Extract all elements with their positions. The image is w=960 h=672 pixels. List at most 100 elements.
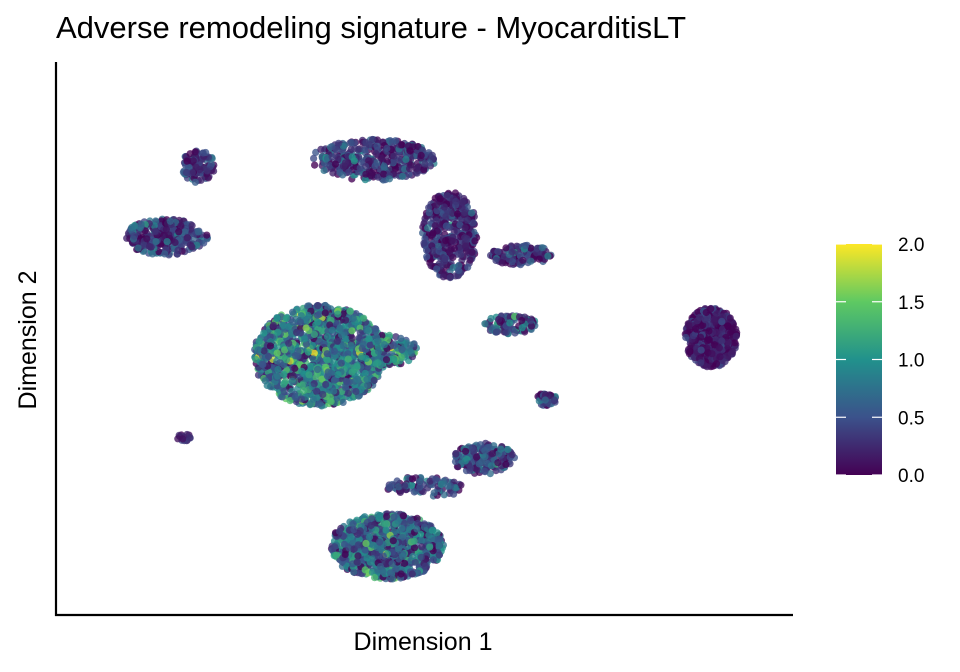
scatter-point	[323, 356, 331, 364]
scatter-point	[685, 322, 693, 330]
scatter-point	[420, 166, 428, 174]
scatter-point	[417, 553, 425, 561]
scatter-point	[473, 465, 481, 473]
scatter-point	[371, 574, 379, 582]
scatter-point	[302, 324, 310, 332]
scatter-point	[395, 483, 403, 491]
scatter-point	[723, 338, 731, 346]
scatter-point	[327, 398, 335, 406]
scatter-point	[452, 450, 460, 458]
scatter-point	[199, 149, 207, 157]
scatter-point	[362, 170, 370, 178]
scatter-point	[370, 376, 378, 384]
scatter-point	[457, 251, 465, 259]
scatter-point	[329, 169, 337, 177]
scatter-point	[282, 314, 290, 322]
colorbar-tick-label: 1.5	[898, 293, 924, 314]
scatter-point	[281, 346, 289, 354]
scatter-point	[296, 318, 304, 326]
scatter-point	[348, 139, 356, 147]
scatter-point	[347, 342, 355, 350]
scatter-point	[130, 232, 138, 240]
scatter-point	[385, 483, 393, 492]
scatter-point	[152, 238, 160, 246]
scatter-point	[397, 334, 405, 342]
scatter-point	[350, 526, 358, 534]
scatter-point	[369, 541, 377, 549]
scatter-point	[280, 380, 288, 388]
scatter-point	[402, 155, 410, 163]
scatter-point	[332, 551, 341, 559]
scatter-point	[313, 311, 322, 319]
scatter-point	[421, 160, 429, 168]
scatter-point	[189, 157, 197, 165]
scatter-point	[487, 462, 495, 470]
scatter-point	[380, 162, 388, 170]
scatter-point	[413, 525, 421, 533]
chart-title: Adverse remodeling signature - Myocardit…	[56, 10, 687, 45]
scatter-point	[374, 337, 382, 345]
scatter-point	[457, 481, 465, 489]
scatter-point	[266, 342, 274, 350]
colorbar-legend: 0.00.51.01.52.0	[836, 235, 924, 487]
scatter-point	[354, 146, 362, 154]
scatter-point	[324, 303, 332, 312]
scatter-point	[391, 164, 400, 173]
scatter-point	[508, 248, 516, 256]
scatter-point	[348, 368, 356, 376]
scatter-point	[386, 569, 395, 577]
scatter-point	[436, 535, 444, 543]
scatter-point	[388, 560, 396, 568]
scatter-point	[186, 434, 194, 442]
scatter-point	[292, 352, 300, 360]
scatter-point	[399, 552, 407, 560]
scatter-point	[339, 310, 347, 318]
scatter-point	[362, 162, 370, 170]
scatter-point	[708, 350, 716, 358]
scatter-point	[432, 201, 440, 209]
scatter-point	[420, 520, 428, 528]
scatter-point	[707, 305, 715, 313]
scatter-point	[455, 266, 463, 274]
scatter-point	[729, 347, 737, 356]
scatter-point	[703, 363, 711, 371]
scatter-point	[468, 444, 476, 452]
scatter-point	[310, 380, 318, 388]
scatter-point	[495, 316, 503, 324]
scatter-point	[459, 198, 467, 206]
scatter-point	[165, 231, 173, 239]
scatter-point	[286, 397, 294, 405]
scatter-point	[347, 533, 355, 541]
scatter-point	[366, 341, 374, 349]
scatter-point	[435, 551, 443, 559]
scatter-point	[367, 169, 376, 177]
scatter-point	[469, 219, 477, 227]
scatter-point	[492, 256, 500, 265]
scatter-point	[312, 148, 320, 156]
scatter-point	[143, 235, 151, 243]
scatter-point	[723, 352, 732, 360]
scatter-point	[344, 389, 352, 397]
scatter-point	[718, 337, 726, 345]
scatter-point	[298, 367, 306, 375]
scatter-point	[353, 362, 361, 370]
scatter-point	[333, 337, 341, 345]
scatter-point	[502, 244, 510, 252]
scatter-point	[148, 250, 157, 258]
scatter-point	[171, 238, 179, 247]
scatter-point	[314, 365, 322, 373]
scatter-point	[309, 342, 317, 350]
scatter-point	[331, 543, 339, 551]
scatter-point	[397, 354, 405, 362]
scatter-point	[433, 207, 441, 215]
scatter-point	[323, 333, 332, 341]
scatter-point	[323, 372, 332, 380]
scatter-point	[394, 545, 402, 553]
scatter-point	[449, 264, 457, 272]
scatter-point	[312, 373, 320, 381]
scatter-point	[696, 313, 704, 321]
scatter-point	[265, 352, 273, 361]
scatter-point	[428, 151, 436, 159]
scatter-point	[506, 319, 514, 327]
scatter-point	[385, 175, 394, 183]
